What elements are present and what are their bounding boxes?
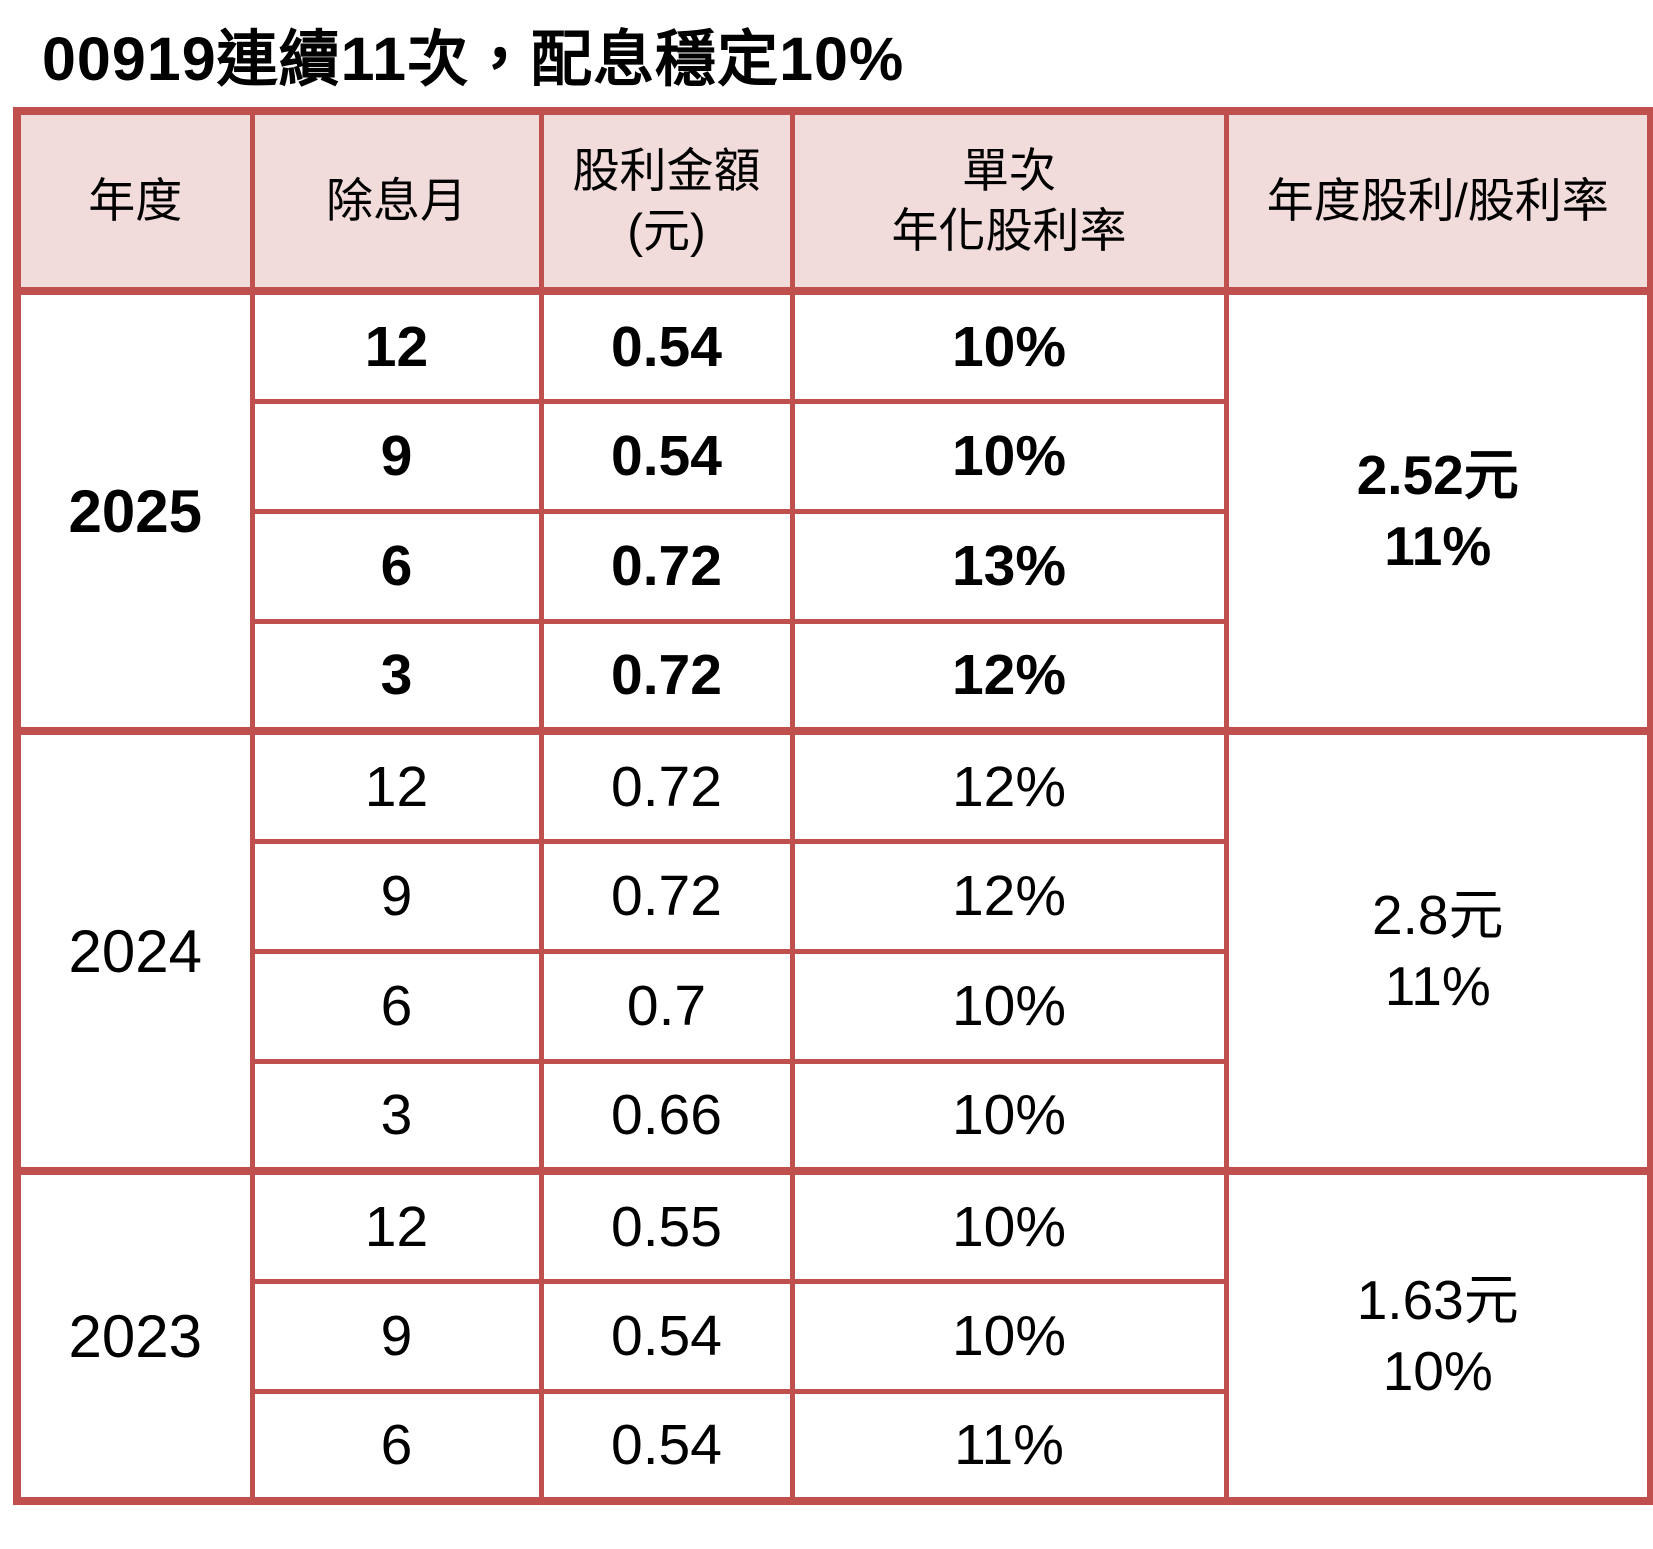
dividend-cell: 0.72 [538,838,795,954]
month-cell: 6 [249,1388,544,1504]
annual-dividend: 2.8元 [1372,883,1504,946]
annual-dividend: 1.63元 [1356,1268,1519,1331]
annual-rate: 10% [1382,1340,1493,1403]
annual-summary: 2.8元 11% [1223,727,1653,1174]
table-row: 3 0.72 12% [17,618,1651,734]
header-annual-dividend-rate: 年度股利/股利率 [1223,108,1653,296]
dividend-cell: 0.7 [538,948,795,1064]
annual-rate: 11% [1384,515,1492,578]
dividend-cell: 0.72 [538,727,795,844]
header-dividend-amount: 股利金額 (元) [538,108,795,296]
dividend-cell: 0.54 [538,398,795,514]
dividend-cell: 0.54 [538,1278,795,1394]
table-row: 9 0.54 10% [17,1278,1651,1394]
annual-dividend: 2.52元 [1356,443,1519,506]
year-label: 2025 [14,288,255,734]
table-row: 2024 12 0.72 12% 2.8元 11% [14,727,1653,1174]
header-row: 年度 除息月 股利金額 (元) 單次 年化股利率 年度股利/股利率 [14,108,1653,296]
month-cell: 12 [249,1167,544,1284]
year-group-2024: 2024 12 0.72 12% 2.8元 11% 9 0.72 12% 6 0… [14,727,1653,1174]
dividend-cell: 0.55 [538,1167,795,1284]
year-label: 2024 [14,727,255,1174]
month-cell: 9 [249,1278,544,1394]
rate-cell: 10% [789,398,1229,514]
rate-cell: 10% [789,1058,1229,1174]
dividend-table: 年度 除息月 股利金額 (元) 單次 年化股利率 年度股利/股利率 2025 1… [13,107,1653,1506]
annual-rate: 11% [1384,955,1491,1018]
rate-cell: 10% [789,948,1229,1064]
rate-cell: 10% [789,1278,1229,1394]
rate-cell: 12% [789,618,1229,734]
header-annualized-rate: 單次 年化股利率 [789,108,1229,296]
rate-cell: 12% [789,838,1229,954]
rate-cell: 10% [789,288,1229,404]
year-group-2023: 2023 12 0.55 10% 1.63元 10% 9 0.54 10% 6 … [14,1167,1653,1504]
table-row: 9 0.72 12% [17,838,1651,954]
dividend-cell: 0.66 [538,1058,795,1174]
rate-cell: 13% [789,508,1229,624]
dividend-cell: 0.54 [538,1388,795,1504]
table-row: 3 0.66 10% [17,1058,1651,1174]
rate-cell: 10% [789,1167,1229,1284]
month-cell: 12 [249,727,544,844]
dividend-cell: 0.72 [538,508,795,624]
month-cell: 6 [249,948,544,1064]
month-cell: 9 [249,838,544,954]
rate-cell: 11% [789,1388,1229,1504]
month-cell: 12 [249,288,544,404]
annual-summary: 1.63元 10% [1223,1167,1653,1504]
table-row: 2023 12 0.55 10% 1.63元 10% [14,1167,1653,1504]
rate-cell: 12% [789,727,1229,844]
month-cell: 3 [249,618,544,734]
month-cell: 9 [249,398,544,514]
table-row: 6 0.54 11% [17,1388,1651,1504]
table-row: 6 0.7 10% [17,948,1651,1064]
year-label: 2023 [14,1167,255,1504]
table-row: 6 0.72 13% [17,508,1651,624]
dividend-cell: 0.72 [538,618,795,734]
header-ex-dividend-month: 除息月 [249,108,544,296]
table-row: 9 0.54 10% [17,398,1651,514]
year-group-2025: 2025 12 0.54 10% 2.52元 11% 9 0.54 10% 6 … [14,288,1653,734]
header-year: 年度 [14,108,255,296]
month-cell: 3 [249,1058,544,1174]
table-header: 年度 除息月 股利金額 (元) 單次 年化股利率 年度股利/股利率 [14,108,1653,296]
table-row: 2025 12 0.54 10% 2.52元 11% [14,288,1653,734]
month-cell: 6 [249,508,544,624]
dividend-cell: 0.54 [538,288,795,404]
page-title: 00919連續11次，配息穩定10% [42,25,905,93]
annual-summary: 2.52元 11% [1223,288,1653,734]
